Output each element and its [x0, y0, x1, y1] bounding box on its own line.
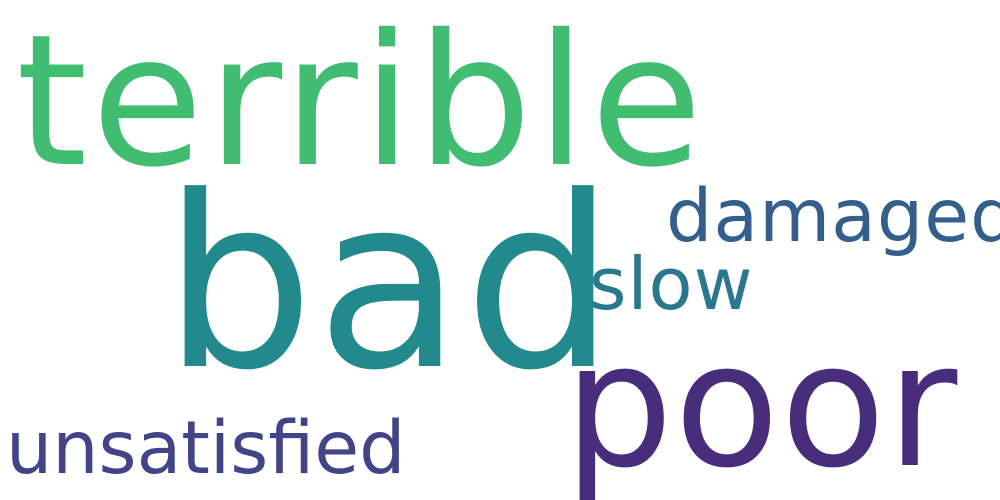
word-unsatisfied: unsatisfied — [6, 406, 406, 491]
word-bad: bad — [163, 146, 617, 423]
word-damaged: damaged — [666, 174, 1000, 259]
word-terrible: terrible — [16, 0, 707, 207]
word-slow: slow — [589, 242, 754, 326]
word-poor: poor — [564, 305, 959, 500]
